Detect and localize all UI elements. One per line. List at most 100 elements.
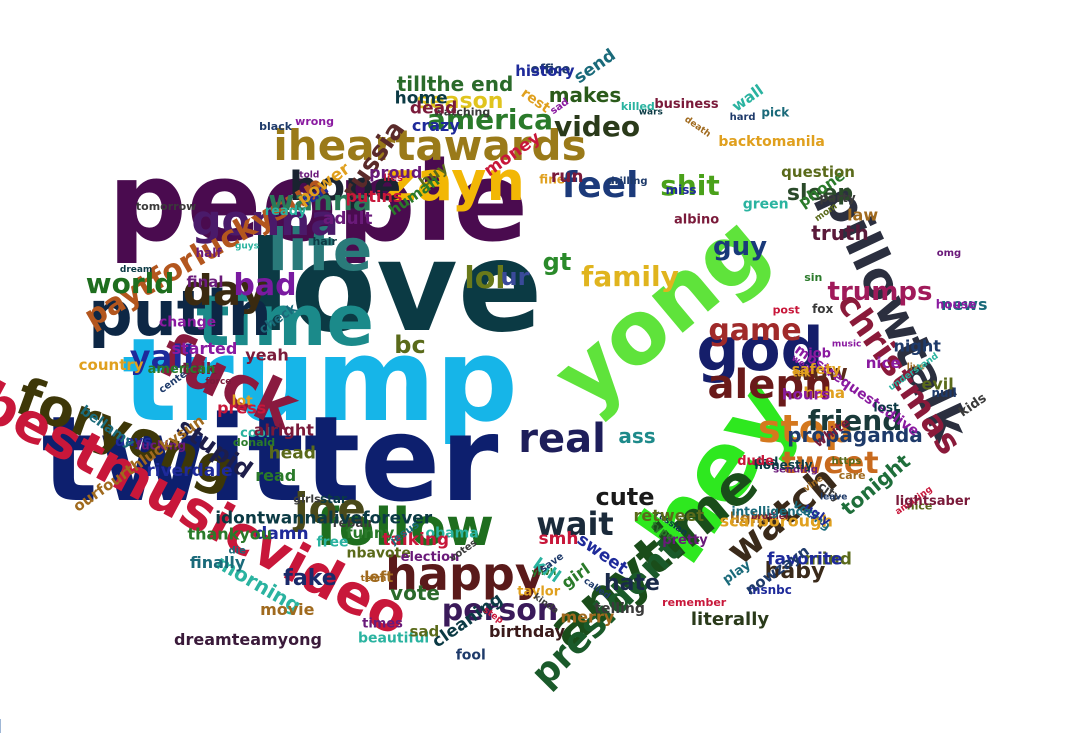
cloud-word: family [581, 260, 679, 293]
cloud-word: tomorrow [136, 200, 196, 213]
cloud-word: trump [122, 314, 518, 448]
cloud-word: live [907, 363, 925, 373]
cloud-word: smh [539, 529, 579, 549]
cloud-word: killed [621, 100, 655, 113]
cloud-word: night [894, 337, 942, 356]
cloud-word: lol [464, 261, 505, 296]
cloud-word: yeah [245, 346, 288, 365]
cloud-word: guys [235, 242, 259, 252]
cloud-word: tweet [781, 446, 878, 481]
cloud-word: gt [543, 248, 572, 276]
cloud-word: party [820, 191, 856, 205]
cloud-word: riverdale [146, 461, 232, 481]
cloud-word: proud [369, 163, 422, 182]
cloud-word: pretty [662, 533, 708, 548]
cloud-word: fucking [136, 438, 186, 452]
cloud-word: telling [594, 601, 645, 617]
cloud-word: sad [410, 622, 440, 640]
cloud-word: zayn [385, 150, 525, 213]
cloud-word: retweet [634, 506, 705, 525]
cloud-word: propaganda [787, 423, 923, 447]
cloud-word: follow [316, 498, 494, 558]
cloud-word: gonna [191, 196, 338, 245]
cloud-word: fake [283, 566, 336, 591]
cloud-word: run [551, 167, 584, 187]
cloud-word: black [259, 120, 293, 133]
cloud-word: people [108, 138, 528, 266]
cloud-word: half [196, 246, 223, 260]
cloud-word: care [839, 469, 866, 482]
cloud-word: day [183, 266, 268, 315]
cloud-word: love [248, 215, 543, 360]
cloud-word: brother [751, 512, 790, 522]
cloud-word: crazy [412, 116, 460, 135]
cloud-word: force [205, 377, 231, 387]
cloud-word: wrong [295, 115, 334, 128]
cloud-word: truth [811, 221, 868, 245]
cloud-word: joe [292, 484, 366, 533]
cloud-word: hours [782, 386, 830, 404]
cloud-word: america [427, 103, 553, 136]
cloud-word: send [570, 45, 619, 88]
cloud-word: tak [793, 369, 812, 380]
cloud-word: election [401, 550, 460, 565]
cloud-word: star [320, 492, 347, 506]
cloud-word: talking [382, 530, 449, 550]
cloud-word: home [395, 88, 448, 108]
cloud-word: funny [346, 524, 395, 542]
cloud-word: fool [456, 647, 486, 663]
cloud-word: bad [233, 268, 296, 303]
cloud-word: started [171, 339, 237, 358]
cloud-word: pick [761, 106, 790, 120]
cloud-word: change [159, 315, 216, 331]
cloud-word: damn [255, 524, 308, 544]
cloud-word: drilling [607, 176, 647, 187]
cloud-word: death [682, 115, 712, 140]
cloud-word: post [773, 304, 800, 317]
cloud-word: favorite [767, 550, 843, 570]
cloud-word: vote [390, 581, 440, 605]
cloud-word: putin [88, 277, 272, 350]
cloud-word: person [442, 593, 558, 628]
cloud-word: wow [792, 361, 848, 386]
cloud-word: msnbc [748, 583, 792, 597]
cloud-word: sleep [787, 181, 853, 206]
cloud-word: taylor [517, 585, 560, 600]
cloud-word: birthday [489, 622, 566, 641]
cloud-word: lies [383, 173, 403, 184]
cloud-word: free [317, 535, 349, 551]
cloud-word: omg [937, 248, 961, 259]
cloud-word: backtomanila [718, 134, 824, 150]
cloud-word: video [554, 110, 640, 143]
cloud-word: nice [907, 499, 933, 512]
cloud-word: merry [561, 607, 615, 626]
cloud-word: die [229, 545, 247, 556]
cloud-word: girls [293, 492, 321, 505]
cloud-word: news [941, 295, 988, 314]
cloud-word: shit [660, 169, 720, 202]
cloud-word: repair [333, 516, 374, 530]
cloud-word: cute [595, 483, 654, 511]
cloud-word: final [186, 273, 223, 291]
cloud-word: season [417, 89, 504, 114]
cloud-word: yall [130, 338, 194, 376]
cloud-word: wars [639, 107, 663, 117]
cloud-word: mind [804, 549, 852, 569]
cloud-word: obama [426, 526, 479, 542]
cloud-word: sin [804, 271, 822, 284]
cloud-word: light [730, 509, 769, 527]
cloud-word: hard [730, 112, 756, 123]
cloud-word: happy [385, 547, 545, 601]
cloud-word: tillthe end [397, 72, 514, 96]
cloud-word: donald [233, 436, 275, 449]
cloud-word: bc [394, 331, 425, 359]
cloud-word: stop [758, 407, 852, 451]
cloud-word: intelligence [731, 505, 810, 519]
cloud-word: nbavote [347, 545, 411, 561]
cloud-word: null [931, 386, 956, 400]
cloud-word: trumps [828, 277, 933, 307]
cloud-word: beautiful [358, 631, 429, 647]
cloud-word: leave [820, 493, 847, 503]
cloud-word: nice [866, 354, 901, 372]
cloud-word: history [515, 62, 575, 80]
